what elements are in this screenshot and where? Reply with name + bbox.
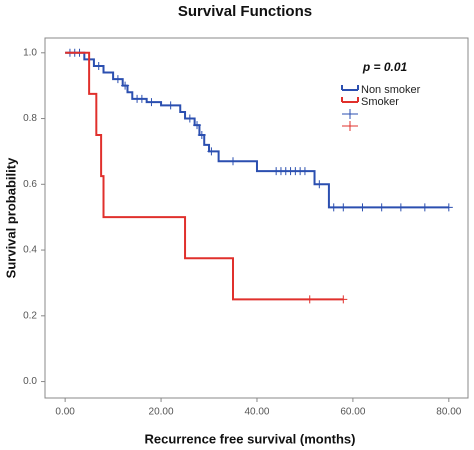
censor-mark xyxy=(329,203,338,212)
censor-mark xyxy=(300,167,309,176)
x-tick-label: 60.00 xyxy=(340,407,365,418)
censor-mark xyxy=(137,94,146,103)
censor-mark xyxy=(315,180,324,189)
p-value: p = 0.01 xyxy=(362,60,408,74)
censor-mark xyxy=(377,203,386,212)
censor-mark xyxy=(339,203,348,212)
x-tick-label: 20.00 xyxy=(149,407,174,418)
censor-mark xyxy=(229,157,237,166)
x-tick-label: 0.00 xyxy=(55,407,75,418)
chart-title: Survival Functions xyxy=(178,3,312,20)
censor-mark xyxy=(444,203,453,212)
x-tick-label: 40.00 xyxy=(244,407,269,418)
x-tick-label: 80.00 xyxy=(436,407,461,418)
censor-mark xyxy=(339,295,348,304)
censor-mark xyxy=(121,81,130,90)
y-tick-label: 0.0 xyxy=(23,376,37,387)
y-tick-label: 0.4 xyxy=(23,245,37,256)
y-tick-label: 0.6 xyxy=(23,179,37,190)
censor-mark xyxy=(420,203,429,212)
legend-censor xyxy=(342,109,358,119)
censor-mark xyxy=(94,61,103,70)
censor-mark xyxy=(185,114,194,123)
y-tick-label: 0.8 xyxy=(23,113,37,124)
censor-mark xyxy=(358,203,367,212)
y-tick-label: 0.2 xyxy=(23,310,37,321)
censor-mark xyxy=(166,101,175,110)
legend-censor xyxy=(342,121,358,131)
censor-mark xyxy=(305,295,314,304)
x-axis-title: Recurrence free survival (months) xyxy=(145,431,356,446)
censor-mark xyxy=(113,75,122,84)
survival-curve xyxy=(65,51,344,301)
censor-mark xyxy=(396,203,405,212)
legend-label: Smoker xyxy=(361,96,399,108)
y-axis-title: Survival probability xyxy=(3,157,18,278)
legend-label: Non smoker xyxy=(361,84,421,96)
censor-mark xyxy=(193,121,202,130)
y-tick-label: 1.0 xyxy=(23,47,37,58)
survival-curve xyxy=(65,51,449,209)
censor-mark xyxy=(207,147,216,156)
legend-swatch xyxy=(341,85,359,90)
censor-mark xyxy=(147,98,156,107)
legend-swatch xyxy=(341,97,359,102)
censor-mark xyxy=(197,130,206,139)
